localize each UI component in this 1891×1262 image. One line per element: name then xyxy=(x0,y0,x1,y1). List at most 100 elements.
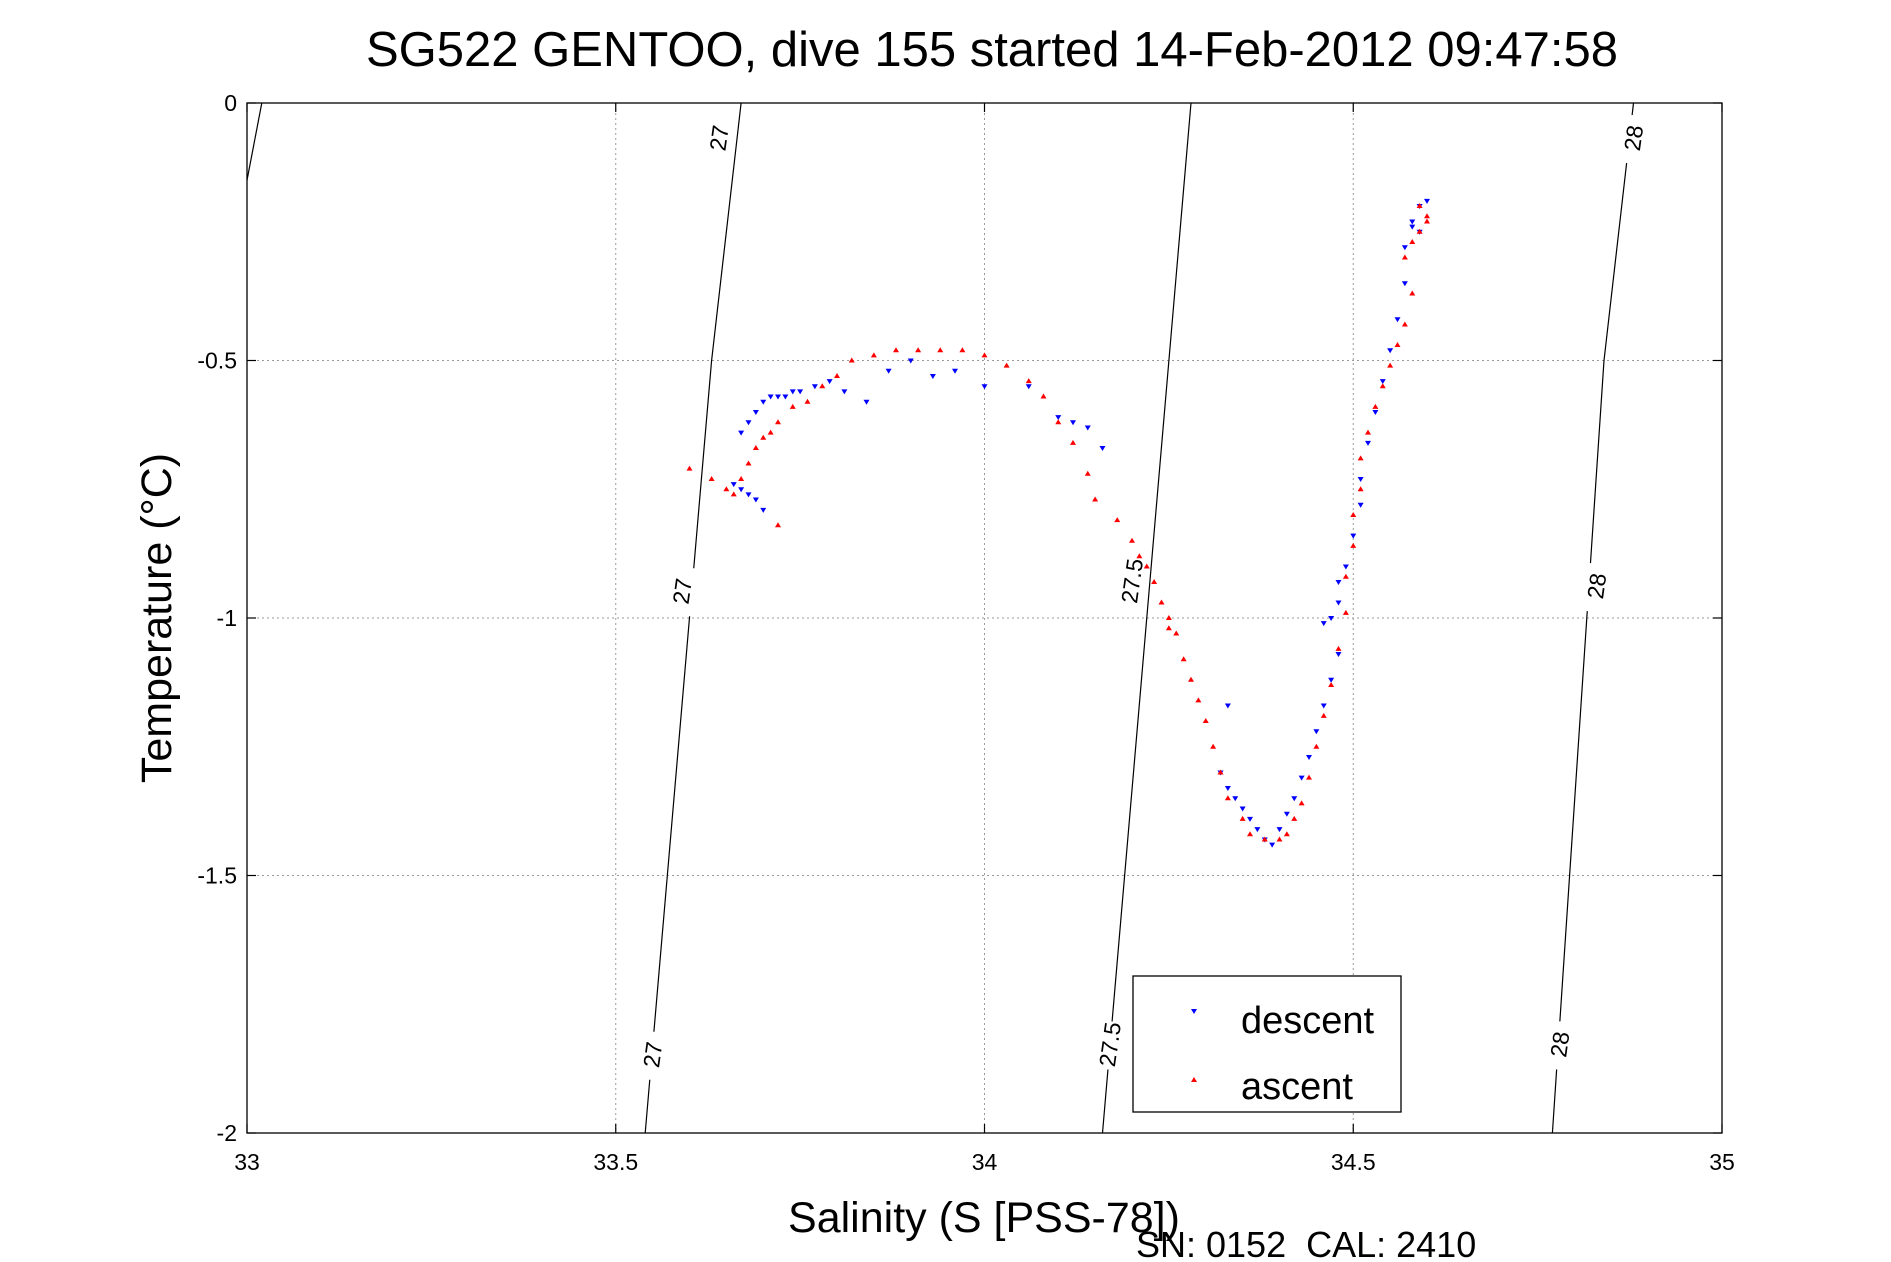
point-descent xyxy=(1379,379,1386,385)
point-descent xyxy=(1350,533,1357,539)
point-ascent xyxy=(1158,599,1165,605)
point-ascent xyxy=(1195,697,1202,703)
point-ascent xyxy=(981,352,988,358)
point-descent xyxy=(1401,245,1408,251)
point-descent xyxy=(1409,219,1416,225)
point-ascent xyxy=(686,465,693,471)
point-ascent xyxy=(1291,815,1298,821)
point-descent xyxy=(929,373,936,379)
y-tick-label: -1.5 xyxy=(197,863,237,889)
point-ascent xyxy=(1224,795,1231,801)
point-descent xyxy=(1070,420,1076,426)
point-ascent xyxy=(1342,609,1349,615)
point-ascent xyxy=(1136,553,1143,559)
point-ascent xyxy=(1143,563,1150,569)
point-ascent xyxy=(848,357,855,363)
contour-label-gap xyxy=(1119,557,1145,606)
point-descent xyxy=(811,384,818,390)
contour-label-gap xyxy=(1620,115,1647,164)
point-ascent xyxy=(870,352,877,358)
point-descent xyxy=(1387,348,1394,354)
y-tick-label: -1 xyxy=(217,605,237,631)
point-ascent xyxy=(1401,321,1408,327)
point-ascent xyxy=(723,486,730,492)
point-descent xyxy=(1320,703,1327,709)
legend-label-ascent: ascent xyxy=(1241,1066,1353,1108)
point-descent xyxy=(1239,806,1246,812)
point-descent xyxy=(1342,564,1349,570)
point-ascent xyxy=(730,491,737,497)
point-descent xyxy=(1313,729,1320,735)
point-descent xyxy=(952,368,958,374)
point-descent xyxy=(1328,616,1335,621)
point-descent xyxy=(738,430,745,436)
point-ascent xyxy=(1424,213,1430,219)
point-descent xyxy=(1306,755,1312,761)
point-descent xyxy=(1025,384,1032,390)
point-ascent xyxy=(1025,378,1032,384)
point-descent xyxy=(767,394,774,400)
grid-lines xyxy=(247,103,1722,1133)
point-ascent xyxy=(1416,203,1423,208)
point-ascent xyxy=(789,403,796,409)
point-ascent xyxy=(1239,815,1246,821)
point-ascent xyxy=(1394,342,1401,348)
point-descent xyxy=(907,358,914,364)
x-axis-label: Salinity (S [PSS-78]) xyxy=(788,1194,1180,1242)
point-descent xyxy=(1335,579,1342,585)
point-ascent xyxy=(834,372,840,378)
y-axis-label: Temperature (°C) xyxy=(133,453,181,783)
contour-label: 28 xyxy=(1619,124,1648,153)
point-descent xyxy=(1357,476,1364,482)
point-descent xyxy=(841,389,848,395)
point-ascent xyxy=(775,522,781,528)
contour-label-gap xyxy=(706,115,732,164)
point-descent xyxy=(1357,502,1364,508)
point-descent xyxy=(1254,827,1261,833)
point-ascent xyxy=(1129,537,1135,543)
point-ascent xyxy=(1335,645,1342,651)
point-ascent xyxy=(1306,774,1312,780)
point-ascent xyxy=(1040,393,1047,399)
point-descent xyxy=(1224,703,1231,709)
point-descent xyxy=(1084,425,1091,431)
legend-marker-ascent xyxy=(1191,1077,1197,1082)
point-ascent xyxy=(1276,836,1283,842)
point-descent xyxy=(1099,446,1106,452)
point-ascent xyxy=(1261,836,1268,842)
point-ascent xyxy=(1283,831,1290,837)
point-descent xyxy=(1335,600,1342,606)
contour-label-gap xyxy=(1096,1021,1123,1070)
point-descent xyxy=(745,420,752,426)
point-ascent xyxy=(1092,496,1099,502)
contour-label-gap xyxy=(639,1031,666,1080)
point-ascent xyxy=(915,347,922,353)
legend-label-descent: descent xyxy=(1241,1000,1375,1042)
legend: descent ascent xyxy=(1132,975,1402,1113)
point-ascent xyxy=(1165,625,1172,631)
density-contours: 27 27 27 27.5 27.5 28 28 28 xyxy=(246,102,1648,1134)
y-tick-label: -2 xyxy=(217,1120,237,1146)
point-ascent xyxy=(1313,743,1320,749)
point-descent xyxy=(775,394,781,400)
point-ascent xyxy=(1416,228,1423,234)
point-ascent xyxy=(1217,769,1224,775)
point-ascent xyxy=(1387,362,1394,368)
point-ascent xyxy=(1365,429,1371,435)
point-descent xyxy=(760,507,767,513)
point-ascent xyxy=(1114,517,1121,523)
point-descent xyxy=(981,384,988,390)
point-descent xyxy=(1401,281,1408,287)
contour-label: 28 xyxy=(1582,572,1611,601)
contour-line xyxy=(246,102,263,181)
point-ascent xyxy=(1409,290,1416,296)
point-descent xyxy=(797,389,804,395)
point-descent xyxy=(1224,785,1231,791)
point-ascent xyxy=(804,398,811,404)
point-descent xyxy=(745,492,752,498)
point-descent xyxy=(1298,775,1305,781)
point-ascent xyxy=(1084,470,1091,476)
point-ascent xyxy=(1372,403,1379,409)
point-ascent xyxy=(767,429,774,435)
